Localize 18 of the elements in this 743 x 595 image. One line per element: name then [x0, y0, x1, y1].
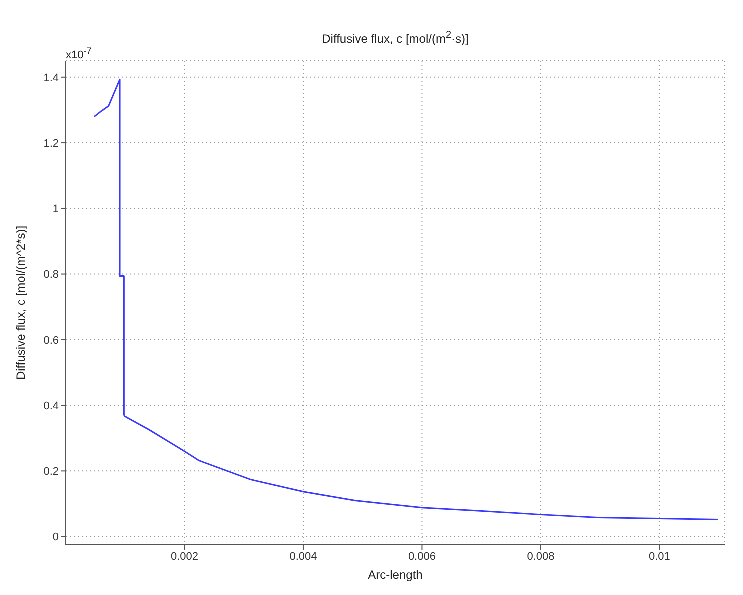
y-tick-label: 1.4 [44, 72, 59, 84]
x-tick-label: 0.006 [408, 550, 436, 563]
annotation: x10$^{-7}$ [66, 46, 92, 62]
y-axis-title: Diffusive flux, c [mol/(m^2*s)] [14, 226, 28, 380]
y-tick-label: 0.6 [44, 334, 59, 347]
y-tick-label: 1 [52, 204, 59, 216]
x-tick-label: 0.002 [170, 550, 199, 563]
y-tick-label: 0.4 [44, 400, 59, 412]
x-tick-label: 0.008 [527, 550, 555, 563]
y-tick-label: 1.2 [44, 138, 59, 150]
chart-title: Diffusive flux, c [mol/(m$^{2}$·s)] [321, 30, 470, 46]
y-tick-label: 0.2 [44, 466, 59, 478]
y-tick-label: 0.8 [44, 269, 59, 282]
x-tick-label: 0.01 [648, 550, 670, 563]
line-series [94, 78, 720, 520]
y-tick-label: 0 [52, 532, 59, 544]
x-tick-label: 0.004 [290, 550, 318, 563]
x-axis-title: Arc-length [367, 568, 424, 582]
